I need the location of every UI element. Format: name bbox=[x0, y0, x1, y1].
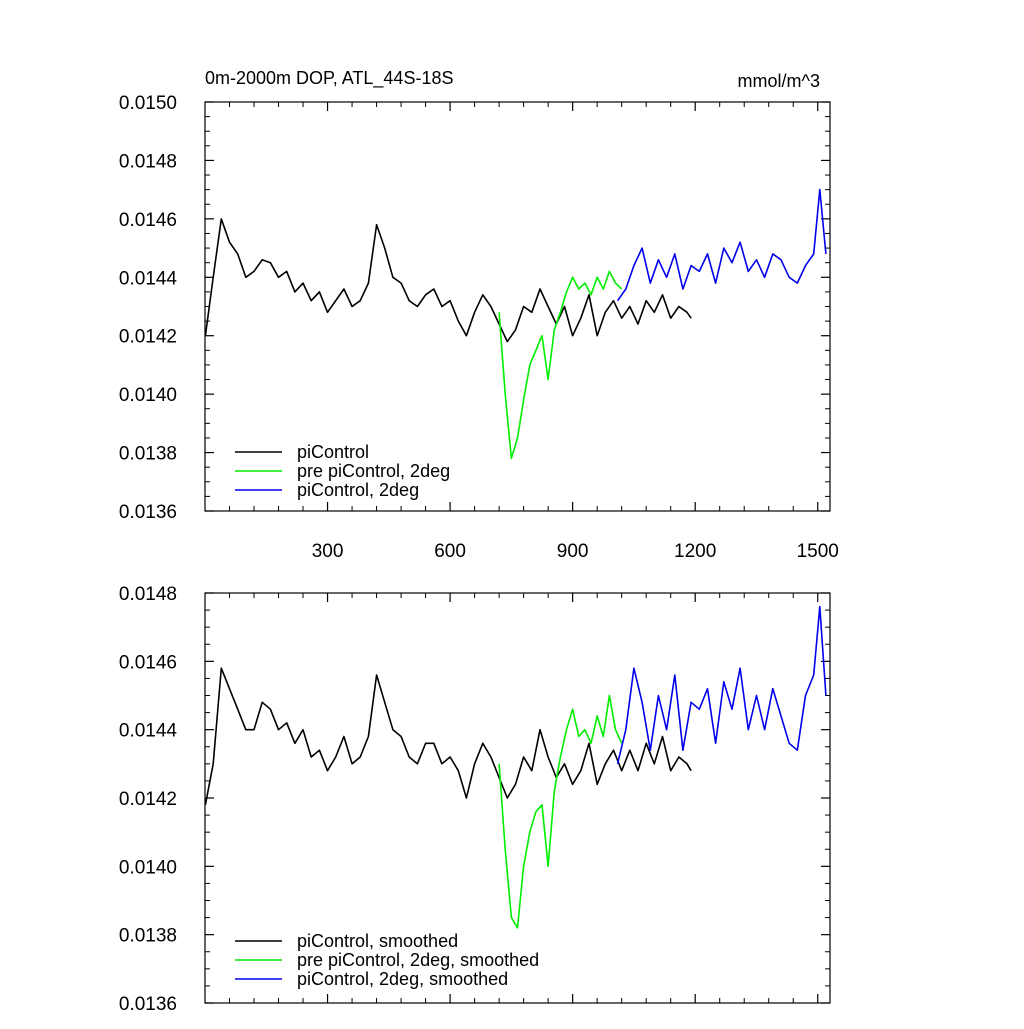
y-tick-label: 0.0142 bbox=[119, 789, 177, 810]
y-tick-label: 0.0136 bbox=[119, 994, 177, 1015]
x-tick-label: 600 bbox=[434, 541, 466, 562]
y-tick-label: 0.0140 bbox=[119, 385, 177, 406]
y-tick-label: 0.0142 bbox=[119, 327, 177, 348]
series-line-1 bbox=[498, 270, 623, 460]
y-tick-label: 0.0136 bbox=[119, 502, 177, 523]
chart-title: 0m-2000m DOP, ATL_44S-18S bbox=[205, 68, 453, 89]
panel-top: 0.0136 0.0138 0.0140 0.0142 0.0144 0.0146 0.01… bbox=[119, 93, 839, 562]
series-line-2 bbox=[616, 605, 827, 764]
y-tick-label: 0.0146 bbox=[119, 210, 177, 231]
y-tick-label: 0.0140 bbox=[119, 857, 177, 878]
y-tick-label: 0.0148 bbox=[119, 151, 177, 172]
y-tick-label: 0.0144 bbox=[119, 268, 178, 289]
y-tick-label: 0.0146 bbox=[119, 652, 177, 673]
legend-entry: pre piControl, 2deg, smoothed bbox=[297, 950, 539, 970]
x-tick-label: 300 bbox=[312, 541, 344, 562]
series-line-1 bbox=[498, 694, 623, 929]
legend-entry: pre piControl, 2deg bbox=[297, 461, 450, 481]
x-tick-label: 1200 bbox=[674, 541, 716, 562]
y-tick-label: 0.0148 bbox=[119, 584, 177, 605]
legend-entry: piControl, smoothed bbox=[297, 931, 458, 951]
series-line-2 bbox=[616, 188, 827, 302]
panel-bottom: 0.0136 0.0138 0.0140 0.0142 0.0144 0.0146 0.01… bbox=[119, 584, 831, 1015]
series-line-0 bbox=[205, 218, 692, 343]
legend-entry: piControl, 2deg bbox=[297, 480, 419, 500]
y-tick-label: 0.0138 bbox=[119, 926, 177, 947]
legend-entry: piControl, 2deg, smoothed bbox=[297, 969, 508, 989]
chart-units: mmol/m^3 bbox=[738, 71, 820, 91]
legend-entry: piControl bbox=[297, 442, 369, 462]
y-tick-label: 0.0150 bbox=[119, 93, 177, 114]
x-tick-label: 900 bbox=[557, 541, 589, 562]
y-tick-label: 0.0144 bbox=[119, 721, 178, 742]
y-tick-label: 0.0138 bbox=[119, 444, 177, 465]
series-line-0 bbox=[205, 667, 692, 805]
x-tick-label: 1500 bbox=[797, 541, 839, 562]
